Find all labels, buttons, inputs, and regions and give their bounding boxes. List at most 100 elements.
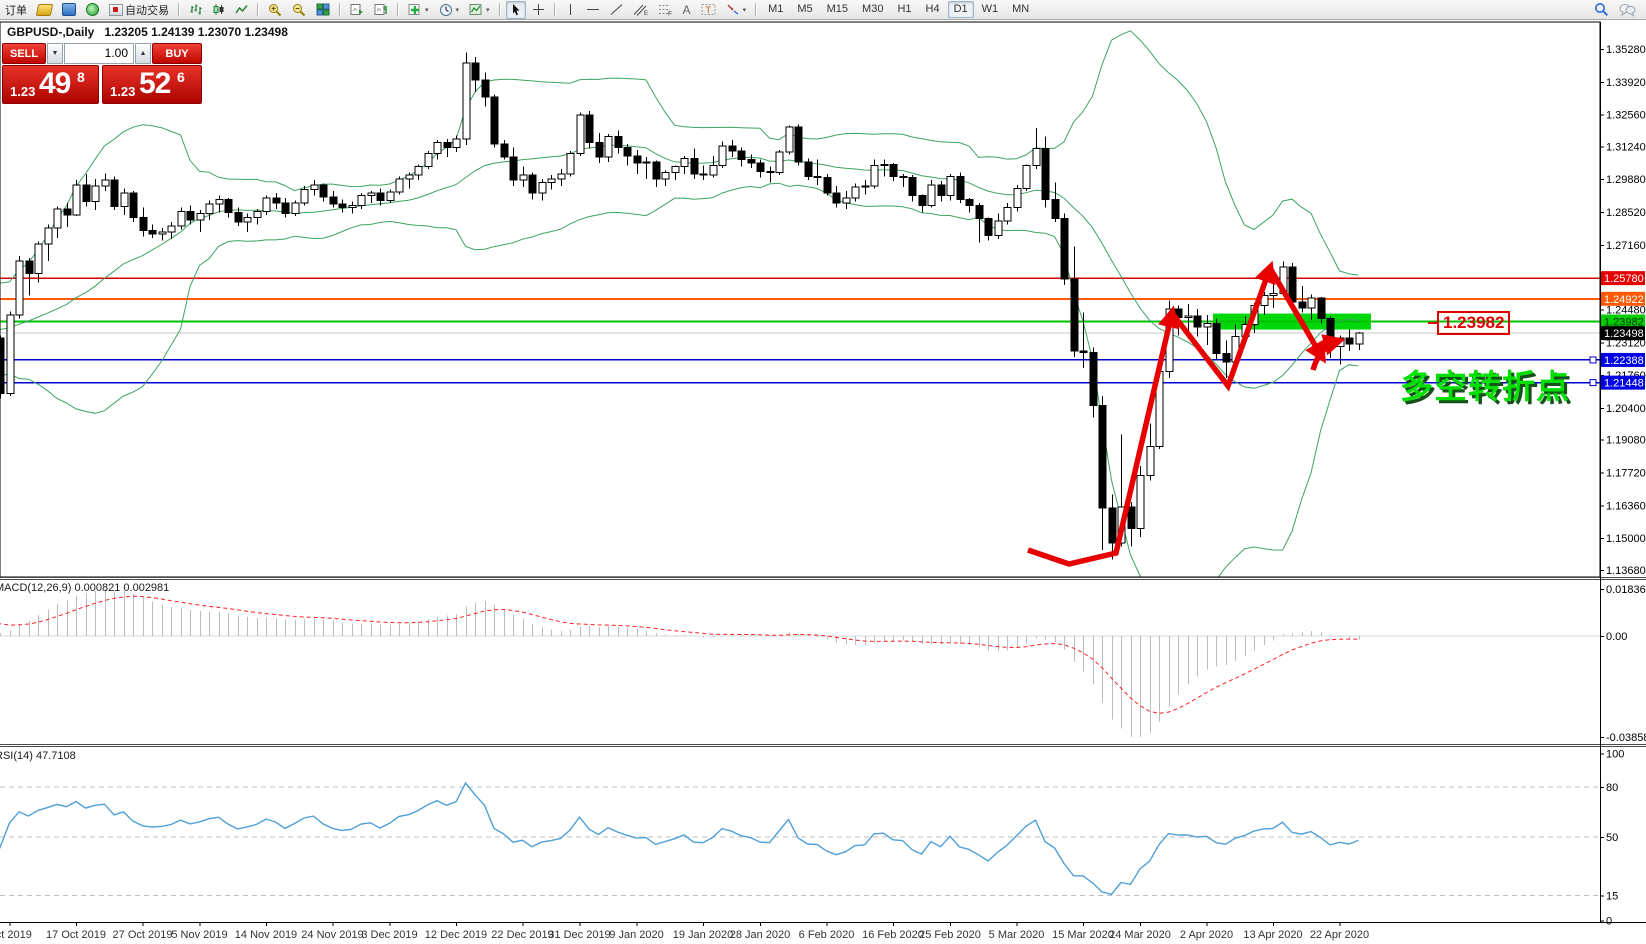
timeframe-MN[interactable]: MN <box>1012 3 1030 15</box>
dropdown-caret-icon: ▾ <box>425 6 429 14</box>
chat-button[interactable] <box>1615 1 1640 19</box>
bollinger-upper <box>0 30 1359 284</box>
price-level-callout[interactable]: 1.23982 <box>1427 311 1511 335</box>
sell-price-panel[interactable]: 1.23 49 8 <box>2 65 99 104</box>
dropdown-caret-icon: ▾ <box>455 6 460 14</box>
sell-button[interactable]: SELL <box>2 43 46 64</box>
candle-body <box>1098 404 1107 509</box>
candle-body <box>120 192 129 208</box>
candle-body <box>234 212 243 223</box>
candle-body <box>500 143 509 158</box>
dropdown-caret-icon: ▾ <box>742 6 747 14</box>
candle-body <box>34 243 43 274</box>
price-badge-label: 1.23982 <box>1604 317 1644 329</box>
candle-body <box>433 142 442 154</box>
zoom-out-icon <box>293 3 306 16</box>
candle-body <box>177 210 186 227</box>
macd-signal-line <box>0 595 1359 714</box>
chart-shift-icon <box>374 4 387 15</box>
zoom-out-button[interactable] <box>288 1 310 19</box>
arrows-tool[interactable]: ▾ <box>722 1 751 19</box>
timeframe-W1[interactable]: W1 <box>981 3 999 15</box>
line-handle <box>1589 356 1597 364</box>
candle-body <box>547 178 556 183</box>
timeframe-D1[interactable]: D1 <box>947 1 974 18</box>
candle-body <box>72 184 81 216</box>
candle-body <box>1355 332 1364 345</box>
autoscroll-button[interactable] <box>346 1 368 19</box>
metaeditor-button[interactable] <box>58 1 80 19</box>
candle-body <box>690 157 699 175</box>
periods-button[interactable]: ▾ <box>435 1 464 19</box>
zoom-in-button[interactable] <box>264 1 286 19</box>
vertical-line-icon <box>569 4 571 15</box>
crosshair-tool-button[interactable] <box>528 1 549 19</box>
text-label-tool[interactable]: T <box>697 1 720 19</box>
buy-price-panel[interactable]: 1.23 52 6 <box>102 65 202 104</box>
horizontal-line-tool[interactable] <box>582 1 604 19</box>
candle-body <box>414 166 423 176</box>
timeframe-M5[interactable]: M5 <box>797 3 813 15</box>
candle-body <box>101 179 110 187</box>
candlestick-chart-button[interactable] <box>208 1 229 19</box>
timeframe-M30[interactable]: M30 <box>862 3 884 15</box>
volume-decrease-button[interactable]: ▼ <box>47 43 63 64</box>
candle-body <box>680 157 689 168</box>
timeframe-H4[interactable]: H4 <box>925 3 940 15</box>
sell-price-main: 49 <box>39 67 71 100</box>
search-button[interactable] <box>1590 1 1613 19</box>
volume-input[interactable]: 1.00 <box>64 43 134 64</box>
turning-point-annotation[interactable]: 多空转折点 <box>1400 368 1570 405</box>
new-order-button[interactable]: 订单 <box>1 1 31 19</box>
candle-body <box>1307 297 1316 309</box>
price-badge-label: 1.24922 <box>1604 294 1644 306</box>
price-tick-label: 1.17720 <box>1606 468 1646 480</box>
separator <box>339 3 341 16</box>
autotrading-button[interactable]: 自动交易 <box>105 1 173 19</box>
templates-button[interactable]: ▾ <box>465 1 494 19</box>
panel-borders <box>0 21 1646 923</box>
candle-body <box>139 216 148 232</box>
chart-shift-button[interactable] <box>370 1 392 19</box>
buy-button[interactable]: BUY <box>152 43 202 64</box>
text-tool[interactable]: A <box>679 1 695 19</box>
date-tick-label: 16 Feb 2020 <box>862 929 924 941</box>
date-tick-label: 22 Apr 2020 <box>1310 929 1369 941</box>
candle-body <box>443 142 452 148</box>
signals-button[interactable] <box>82 1 103 19</box>
svg-text:F: F <box>668 11 672 17</box>
price-badge-label: 1.22388 <box>1604 355 1644 367</box>
timeframe-M1[interactable]: M1 <box>768 3 784 15</box>
deposit-button[interactable] <box>33 1 56 19</box>
timeframe-M15[interactable]: M15 <box>826 3 849 15</box>
indicators-button[interactable]: ▾ <box>404 1 433 19</box>
bar-chart-button[interactable] <box>185 1 206 19</box>
candle-body <box>832 192 841 204</box>
separator <box>397 3 399 16</box>
indicators-icon <box>408 4 420 15</box>
candle-body <box>63 208 72 216</box>
line-chart-button[interactable] <box>231 1 252 19</box>
timeframe-H1[interactable]: H1 <box>897 3 912 15</box>
fibonacci-tool[interactable]: F <box>654 1 677 19</box>
candle-body <box>471 62 480 81</box>
sell-price-pip: 8 <box>77 69 85 85</box>
bar-chart-icon <box>190 4 202 15</box>
separator <box>498 3 501 16</box>
one-click-trading-widget: SELL ▼ 1.00 ▲ BUY 1.23 49 8 1.23 52 6 <box>2 43 202 104</box>
channel-tool[interactable]: E <box>629 1 652 19</box>
candle-body <box>281 202 290 215</box>
volume-increase-button[interactable]: ▲ <box>135 43 151 64</box>
macd-tick-label: 0.00 <box>1606 631 1627 643</box>
tile-windows-button[interactable] <box>312 1 334 19</box>
candle-body <box>1070 278 1079 352</box>
trendline-tool[interactable] <box>606 1 627 19</box>
date-tick-label: 14 Nov 2019 <box>235 929 297 941</box>
candle-body <box>129 192 138 218</box>
price-badge <box>1601 375 1645 390</box>
candle-body <box>15 260 24 316</box>
price-tick-label: 1.28520 <box>1606 207 1646 219</box>
cursor-tool-button[interactable] <box>505 0 526 19</box>
vertical-line-tool[interactable] <box>561 1 580 19</box>
